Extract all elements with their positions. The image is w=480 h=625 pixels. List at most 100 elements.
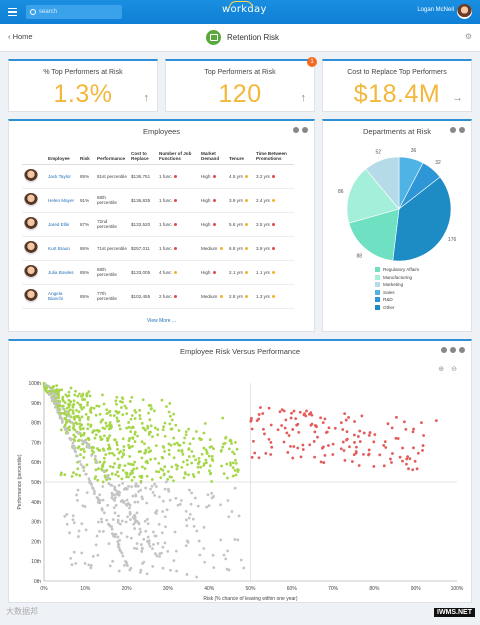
scatter-point[interactable]	[154, 444, 158, 447]
scatter-point[interactable]	[108, 424, 112, 428]
scatter-point[interactable]	[71, 409, 75, 413]
scatter-point[interactable]	[398, 455, 402, 459]
scatter-point[interactable]	[65, 522, 69, 526]
scatter-point[interactable]	[59, 428, 63, 432]
scatter-point[interactable]	[345, 437, 349, 441]
scatter-point[interactable]	[100, 520, 104, 524]
scatter-point[interactable]	[117, 451, 121, 455]
scatter-point[interactable]	[85, 393, 88, 397]
scatter-point[interactable]	[82, 469, 86, 473]
scatter-point[interactable]	[222, 553, 226, 557]
scatter-point[interactable]	[80, 415, 84, 419]
scatter-point[interactable]	[90, 446, 93, 449]
scatter-point[interactable]	[98, 412, 102, 416]
scatter-point[interactable]	[103, 511, 106, 515]
scatter-point[interactable]	[261, 412, 265, 415]
scatter-point[interactable]	[106, 476, 109, 480]
scatter-point[interactable]	[184, 544, 188, 548]
scatter-point[interactable]	[404, 428, 408, 431]
scatter-point[interactable]	[197, 456, 201, 460]
scatter-point[interactable]	[360, 414, 364, 418]
scatter-point[interactable]	[205, 505, 209, 509]
scatter-point[interactable]	[94, 454, 97, 458]
scatter-point[interactable]	[68, 428, 71, 432]
scatter-point[interactable]	[291, 456, 295, 460]
employee-name-link[interactable]: Jared Ellis	[46, 212, 78, 237]
scatter-point[interactable]	[155, 470, 158, 473]
scatter-point[interactable]	[160, 531, 164, 535]
scatter-point[interactable]	[204, 448, 208, 452]
scatter-point[interactable]	[72, 399, 76, 403]
scatter-point[interactable]	[108, 434, 112, 438]
view-more-link[interactable]: View More ...	[147, 318, 177, 324]
scatter-point[interactable]	[200, 452, 204, 456]
scatter-point[interactable]	[94, 543, 98, 547]
scatter-point[interactable]	[193, 496, 197, 500]
employee-name-link[interactable]: Julia Bowles	[46, 260, 78, 285]
scatter-point[interactable]	[219, 449, 223, 453]
scatter-point[interactable]	[148, 544, 152, 548]
scatter-point[interactable]	[139, 530, 143, 534]
scatter-point[interactable]	[333, 426, 337, 430]
scatter-point[interactable]	[57, 396, 60, 400]
scatter-point[interactable]	[79, 405, 83, 409]
scatter-point[interactable]	[142, 537, 146, 541]
scatter-point[interactable]	[121, 437, 125, 441]
scatter-point[interactable]	[105, 412, 109, 416]
table-row[interactable]: Julia Bowles 85% 68th percentile $133,005 4 …	[22, 260, 294, 285]
scatter-point[interactable]	[63, 416, 67, 420]
scatter-point[interactable]	[341, 428, 345, 431]
scatter-point[interactable]	[102, 469, 106, 473]
scatter-point[interactable]	[182, 441, 186, 445]
scatter-point[interactable]	[327, 426, 331, 430]
scatter-point[interactable]	[250, 455, 254, 459]
scatter-point[interactable]	[296, 422, 300, 426]
scatter-point[interactable]	[312, 440, 316, 443]
scatter-point[interactable]	[394, 436, 398, 440]
scatter-point[interactable]	[63, 514, 67, 518]
scatter-point[interactable]	[290, 411, 293, 415]
scatter-point[interactable]	[316, 435, 319, 439]
scatter-point[interactable]	[143, 519, 147, 523]
scatter-point[interactable]	[78, 474, 82, 477]
scatter-point[interactable]	[98, 435, 102, 439]
scatter-point[interactable]	[252, 439, 255, 443]
scatter-point[interactable]	[116, 540, 120, 544]
scatter-point[interactable]	[163, 450, 166, 453]
scatter-point[interactable]	[67, 414, 71, 418]
scatter-point[interactable]	[141, 398, 145, 402]
scatter-point[interactable]	[74, 415, 78, 418]
scatter-point[interactable]	[234, 473, 238, 477]
scatter-point[interactable]	[135, 511, 139, 515]
scatter-point[interactable]	[70, 474, 74, 478]
scatter-point[interactable]	[110, 491, 114, 495]
scatter-point[interactable]	[73, 393, 77, 397]
column-header[interactable]: Market Demand	[199, 143, 227, 165]
scatter-point[interactable]	[115, 492, 119, 496]
scatter-point[interactable]	[138, 408, 142, 412]
scatter-point[interactable]	[84, 472, 88, 476]
scatter-point[interactable]	[181, 452, 185, 456]
scatter-point[interactable]	[76, 488, 80, 492]
scatter-point[interactable]	[233, 486, 237, 490]
scatter-point[interactable]	[110, 451, 114, 455]
scatter-point[interactable]	[101, 485, 105, 488]
scatter-point[interactable]	[146, 517, 149, 521]
scatter-point[interactable]	[177, 429, 181, 432]
scatter-point[interactable]	[79, 453, 82, 457]
scatter-point[interactable]	[322, 461, 326, 464]
scatter-point[interactable]	[184, 510, 188, 513]
scatter-point[interactable]	[99, 438, 103, 442]
scatter-point[interactable]	[421, 444, 425, 447]
scatter-point[interactable]	[90, 454, 93, 457]
scatter-point[interactable]	[86, 401, 90, 404]
scatter-point[interactable]	[402, 420, 406, 424]
scatter-point[interactable]	[135, 484, 139, 488]
scatter-point[interactable]	[144, 486, 148, 490]
scatter-point[interactable]	[362, 452, 365, 456]
scatter-point[interactable]	[79, 403, 83, 407]
scatter-point[interactable]	[261, 427, 265, 431]
scatter-point[interactable]	[180, 448, 184, 452]
scatter-point[interactable]	[117, 483, 121, 487]
scatter-point[interactable]	[118, 548, 122, 552]
